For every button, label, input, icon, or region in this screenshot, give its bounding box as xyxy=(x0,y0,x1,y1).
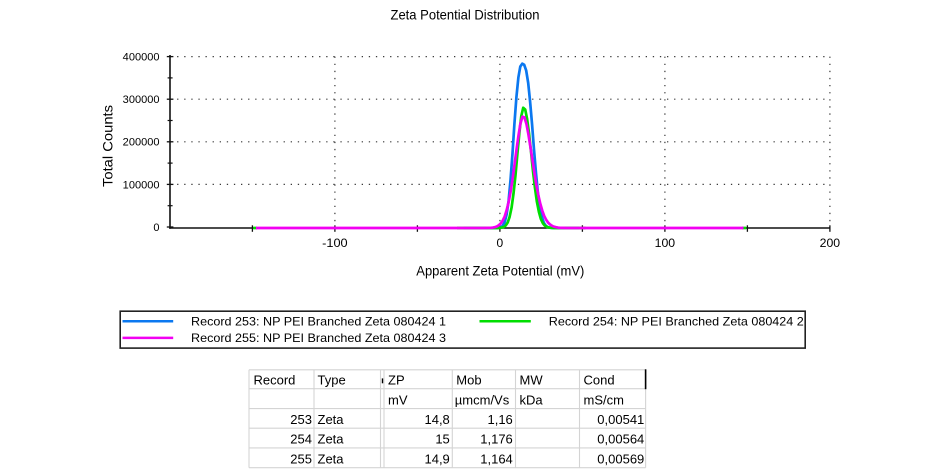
svg-text:kDa: kDa xyxy=(520,392,544,407)
svg-text:1,164: 1,164 xyxy=(480,451,513,466)
svg-text:Zeta: Zeta xyxy=(318,412,345,427)
svg-text:µmcm/Vs: µmcm/Vs xyxy=(455,392,510,407)
svg-text:Zeta: Zeta xyxy=(318,432,345,447)
svg-text:0,00564: 0,00564 xyxy=(597,432,644,447)
svg-text:14,8: 14,8 xyxy=(424,412,449,427)
svg-text:200000: 200000 xyxy=(123,137,160,149)
svg-text:Mob: Mob xyxy=(456,372,481,387)
svg-text:253: 253 xyxy=(290,412,312,427)
svg-text:Apparent Zeta Potential (mV): Apparent Zeta Potential (mV) xyxy=(416,262,584,278)
svg-text:1,176: 1,176 xyxy=(480,432,513,447)
svg-text:1,16: 1,16 xyxy=(487,412,512,427)
svg-text:ZP: ZP xyxy=(388,372,405,387)
svg-text:Record 253: NP PEI Branched Ze: Record 253: NP PEI Branched Zeta 080424 … xyxy=(191,314,446,328)
svg-text:255: 255 xyxy=(290,451,312,466)
svg-text:Zeta Potential Distribution: Zeta Potential Distribution xyxy=(391,7,540,23)
svg-text:Type: Type xyxy=(318,372,346,387)
svg-text:Total Counts: Total Counts xyxy=(100,105,116,187)
svg-text:0: 0 xyxy=(497,236,504,250)
svg-text:400000: 400000 xyxy=(123,52,160,64)
svg-text:254: 254 xyxy=(290,432,312,447)
svg-text:Record 254: NP PEI Branched Ze: Record 254: NP PEI Branched Zeta 080424 … xyxy=(549,314,804,328)
svg-text:100: 100 xyxy=(655,236,676,250)
svg-text:0: 0 xyxy=(153,222,159,234)
svg-text:MW: MW xyxy=(520,372,544,387)
svg-text:mV: mV xyxy=(388,392,408,407)
svg-text:Cond: Cond xyxy=(584,372,615,387)
svg-text:Record: Record xyxy=(254,372,296,387)
svg-text:Zeta: Zeta xyxy=(318,451,345,466)
svg-text:14,9: 14,9 xyxy=(424,451,449,466)
svg-text:mS/cm: mS/cm xyxy=(584,392,624,407)
svg-text:Record 255: NP PEI Branched Ze: Record 255: NP PEI Branched Zeta 080424 … xyxy=(191,331,446,345)
svg-text:0,00541: 0,00541 xyxy=(597,412,644,427)
svg-text:0,00569: 0,00569 xyxy=(597,451,644,466)
svg-text:300000: 300000 xyxy=(123,94,160,106)
svg-text:15: 15 xyxy=(435,432,449,447)
svg-text:100000: 100000 xyxy=(123,179,160,191)
svg-text:200: 200 xyxy=(820,236,841,250)
svg-text:-100: -100 xyxy=(322,236,348,250)
